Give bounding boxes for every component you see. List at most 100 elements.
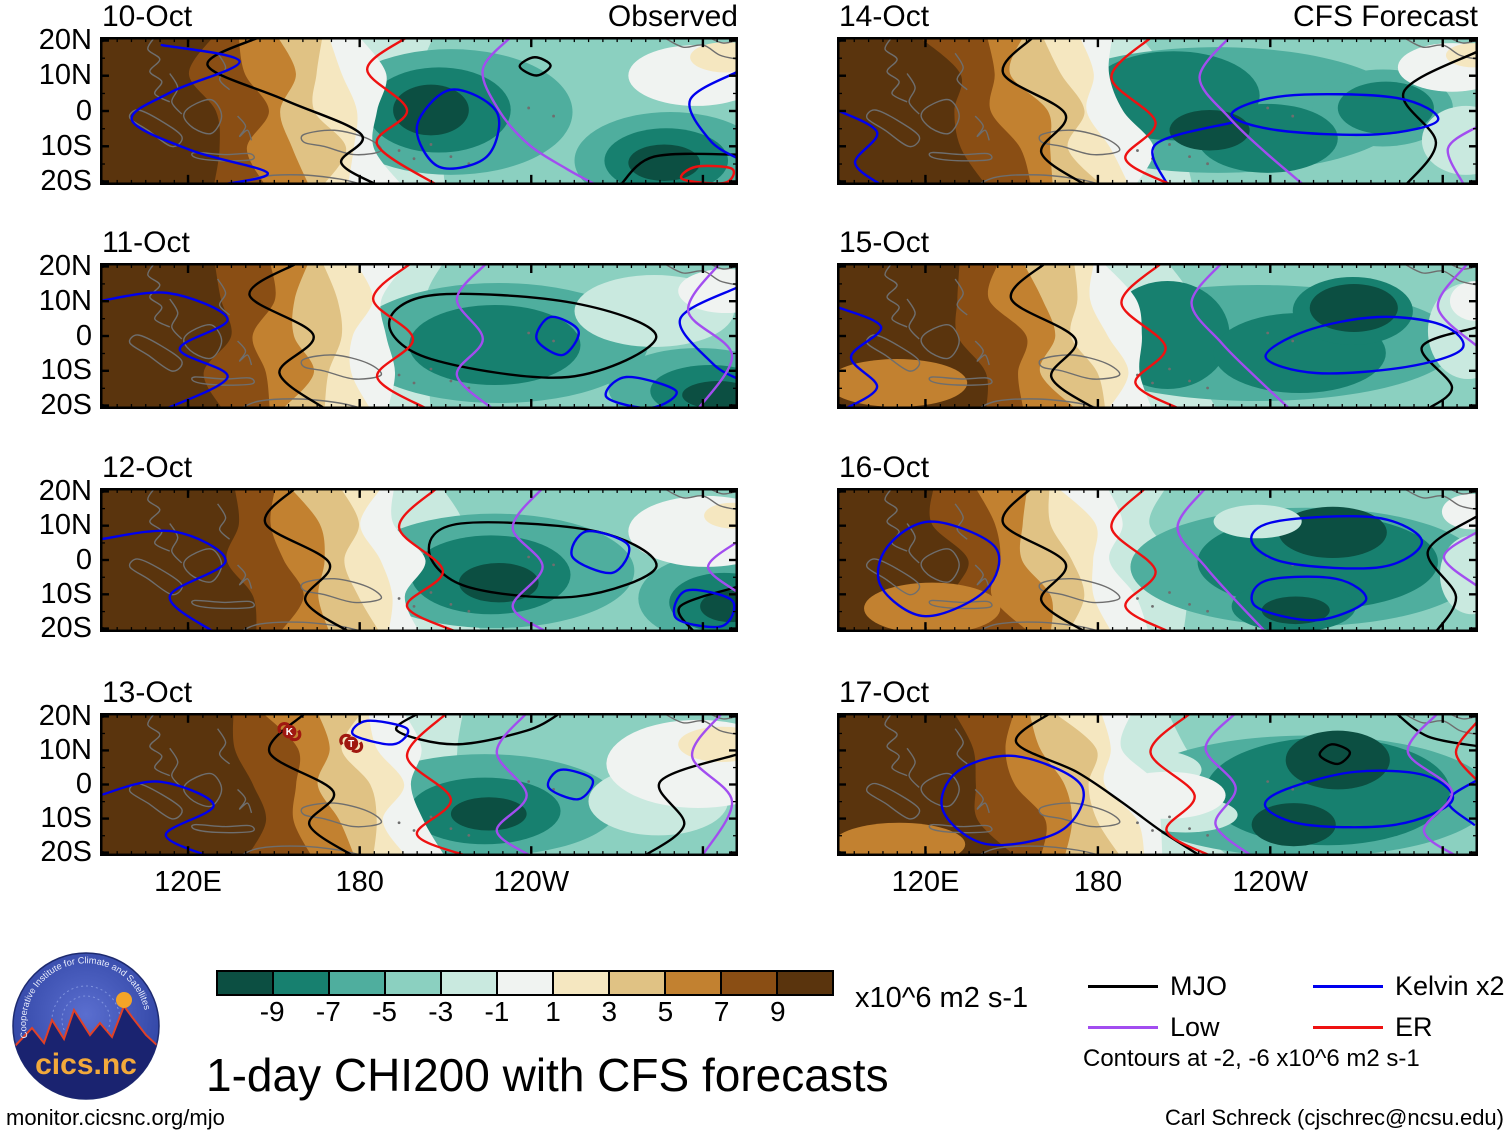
- y-axis-label: 10N: [38, 509, 92, 542]
- y-axis-label: 20N: [38, 699, 92, 732]
- legend-label: ER: [1395, 1012, 1433, 1042]
- legend-line-kelvin-x2: [1313, 985, 1383, 988]
- svg-text:T: T: [348, 739, 354, 750]
- colorbar-cell-2: [328, 972, 384, 994]
- colorbar-tick-label: -5: [372, 996, 397, 1027]
- panel-date-label: 11-Oct: [102, 226, 190, 259]
- map-canvas-16-oct: [837, 488, 1478, 632]
- legend-label: Low: [1170, 1012, 1220, 1042]
- coastlines: [866, 713, 1478, 856]
- legend-line-er: [1313, 1026, 1383, 1029]
- map-panel-12-oct: 12-Oct: [100, 452, 738, 632]
- colorbar-cell-1: [272, 972, 328, 994]
- y-axis-label: 20S: [40, 612, 92, 645]
- y-axis-label: 20S: [40, 388, 92, 421]
- panel-date-label: 13-Oct: [102, 676, 193, 709]
- y-axis-label: 20S: [40, 836, 92, 869]
- source-url: monitor.cicsnc.org/mjo: [6, 1105, 225, 1130]
- panel-date-label: 14-Oct: [839, 0, 930, 33]
- contour-note: Contours at -2, -6 x10^6 m2 s-1: [1083, 1045, 1420, 1072]
- colorbar-tick-label: -7: [315, 996, 341, 1027]
- y-axis-label: 0: [75, 543, 92, 576]
- figure-title: 1-day CHI200 with CFS forecasts: [206, 1049, 889, 1101]
- y-axis-label: 10N: [38, 59, 92, 92]
- y-axis-label: 20S: [40, 164, 92, 197]
- logo-sun-icon: [116, 992, 132, 1008]
- map-panel-14-oct: 14-Oct CFS Forecast: [837, 1, 1478, 185]
- y-axis-label: 0: [75, 768, 92, 800]
- map-panel-11-oct: 11-Oct: [100, 227, 738, 409]
- colorbar-tick-label: 9: [770, 996, 786, 1027]
- panel-date-label: 15-Oct: [839, 226, 930, 259]
- coastlines: [866, 37, 1478, 185]
- column-heading: CFS Forecast: [1292, 0, 1478, 33]
- svg-text:K: K: [286, 727, 294, 738]
- colorbar-tick-label: 1: [545, 996, 561, 1027]
- x-axis-label: 120W: [1232, 866, 1309, 898]
- y-axis-label: 10S: [40, 802, 92, 835]
- map-panel-13-oct: 13-Oct K T: [100, 677, 738, 856]
- y-axis-label: 20N: [38, 474, 92, 507]
- x-axis-label: 120W: [493, 866, 570, 898]
- map-canvas-14-oct: [837, 37, 1478, 185]
- colorbar-cell-10: [776, 972, 832, 994]
- colorbar-tick-label: -1: [484, 996, 510, 1027]
- map-canvas-10-oct: [100, 37, 738, 185]
- x-axis-label: 180: [1073, 866, 1123, 898]
- x-axis-label: 120E: [154, 866, 222, 898]
- column-heading: Observed: [607, 0, 738, 33]
- x-axis-label: 180: [335, 866, 384, 898]
- colorbar-tick-label: -3: [428, 996, 454, 1027]
- y-axis-label: 10N: [38, 733, 92, 766]
- colorbar-cell-4: [440, 972, 496, 994]
- colorbar-units-label: x10^6 m2 s-1: [855, 982, 1029, 1014]
- panel-date-label: 16-Oct: [839, 451, 930, 484]
- y-axis-label: 10S: [40, 129, 92, 162]
- map-canvas-12-oct: [100, 488, 738, 632]
- legend-label: Kelvin x2: [1395, 971, 1505, 1001]
- x-axis-label: 120E: [891, 866, 960, 898]
- map-canvas-15-oct: [837, 263, 1478, 409]
- coastlines: [128, 263, 738, 409]
- colorbar-cell-0: [218, 972, 272, 994]
- y-axis-label: 20N: [38, 24, 92, 57]
- map-panel-10-oct: 10-Oct Observed: [100, 1, 738, 185]
- map-canvas-13-oct: KT: [100, 713, 738, 856]
- panel-date-label: 17-Oct: [839, 676, 930, 709]
- colorbar-cell-7: [608, 972, 664, 994]
- colorbar-tick-label: 3: [601, 996, 618, 1027]
- map-canvas-11-oct: [100, 263, 738, 409]
- storm-marker-k: K: [277, 722, 302, 742]
- y-axis-label: 10N: [38, 284, 92, 317]
- legend-line-low: [1088, 1026, 1158, 1029]
- legend-label: MJO: [1170, 971, 1227, 1001]
- colorbar-tick-label: 5: [657, 996, 674, 1027]
- colorbar-cell-6: [552, 972, 608, 994]
- y-axis-label: 20N: [38, 250, 92, 282]
- credit: Carl Schreck (cjschrec@ncsu.edu): [1165, 1105, 1504, 1130]
- colorbar-tick-label: 7: [713, 996, 730, 1027]
- colorbar: [216, 970, 834, 996]
- panel-date-label: 10-Oct: [102, 0, 193, 33]
- logo-name: cics.nc: [35, 1048, 137, 1081]
- coastlines: [866, 488, 1478, 632]
- y-axis-label: 0: [75, 94, 92, 127]
- storm-marker-t: T: [339, 733, 364, 753]
- y-axis-label: 10S: [40, 354, 92, 387]
- colorbar-cell-5: [496, 972, 552, 994]
- map-panel-16-oct: 16-Oct: [837, 452, 1478, 632]
- logo-mountains: [13, 1006, 159, 1099]
- panel-date-label: 12-Oct: [102, 451, 193, 484]
- map-canvas-17-oct: [837, 713, 1478, 856]
- y-axis-label: 10S: [40, 577, 92, 610]
- colorbar-tick-label: -9: [259, 996, 285, 1027]
- y-axis-label: 0: [75, 319, 92, 352]
- colorbar-cell-3: [384, 972, 440, 994]
- map-panel-15-oct: 15-Oct: [837, 227, 1478, 409]
- legend-line-mjo: [1088, 985, 1158, 988]
- map-panel-17-oct: 17-Oct: [837, 677, 1478, 856]
- cics-logo: Cooperative Institute for Climate and Sa…: [12, 952, 160, 1100]
- colorbar-cell-8: [664, 972, 720, 994]
- colorbar-cell-9: [720, 972, 776, 994]
